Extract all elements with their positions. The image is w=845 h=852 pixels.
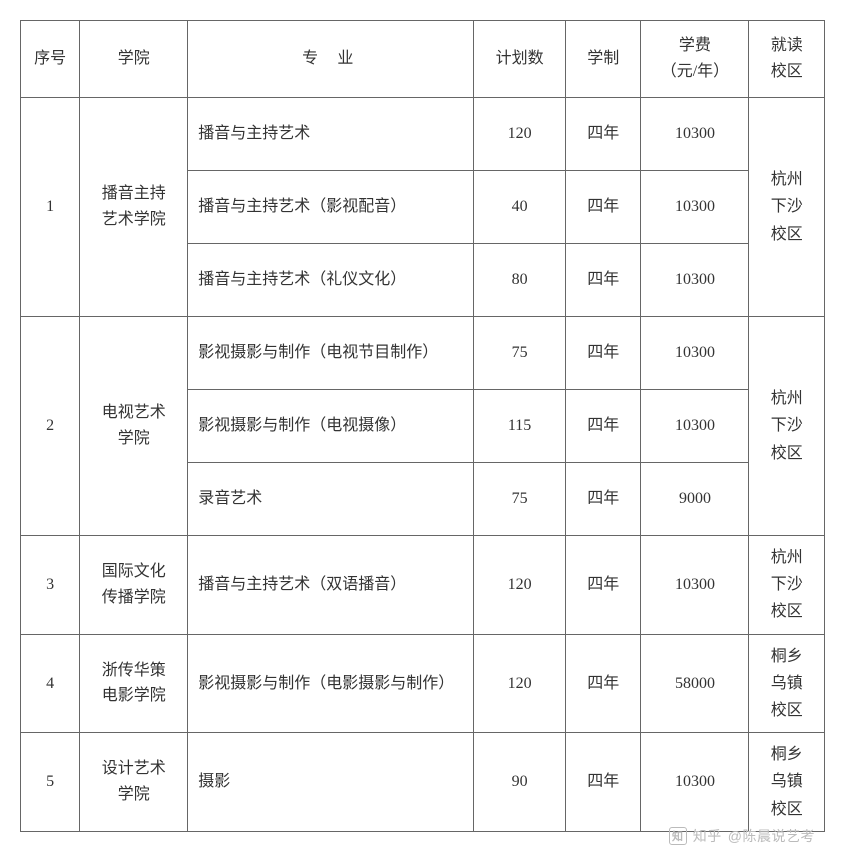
header-fee-l2: （元/年）	[661, 63, 729, 80]
cell-fee: 10300	[641, 536, 749, 635]
campus-line: 杭州	[771, 171, 803, 188]
cell-index: 1	[21, 98, 80, 317]
cell-major: 播音与主持艺术（双语播音）	[188, 536, 474, 635]
campus-line: 乌镇	[771, 675, 803, 692]
cell-fee: 10300	[641, 171, 749, 244]
school-line: 播音主持	[102, 185, 166, 202]
cell-major: 录音艺术	[188, 463, 474, 536]
cell-plan: 120	[474, 634, 566, 733]
cell-plan: 120	[474, 536, 566, 635]
table-row: 5 设计艺术 学院 摄影 90 四年 10300 桐乡 乌镇 校区	[21, 733, 825, 832]
header-plan: 计划数	[474, 21, 566, 98]
table-row: 4 浙传华策 电影学院 影视摄影与制作（电影摄影与制作） 120 四年 5800…	[21, 634, 825, 733]
cell-years: 四年	[565, 317, 641, 390]
cell-index: 3	[21, 536, 80, 635]
cell-fee: 10300	[641, 244, 749, 317]
watermark-brand: 知乎	[693, 826, 722, 846]
zhihu-icon: 知	[669, 827, 687, 845]
cell-campus: 杭州 下沙 校区	[749, 536, 825, 635]
cell-school: 设计艺术 学院	[80, 733, 188, 832]
cell-school: 浙传华策 电影学院	[80, 634, 188, 733]
header-fee: 学费 （元/年）	[641, 21, 749, 98]
cell-campus: 杭州 下沙 校区	[749, 98, 825, 317]
header-index: 序号	[21, 21, 80, 98]
cell-plan: 75	[474, 463, 566, 536]
campus-line: 下沙	[771, 198, 803, 215]
cell-plan: 80	[474, 244, 566, 317]
campus-line: 校区	[771, 445, 803, 462]
campus-line: 下沙	[771, 417, 803, 434]
cell-school: 国际文化 传播学院	[80, 536, 188, 635]
cell-index: 2	[21, 317, 80, 536]
cell-major: 影视摄影与制作（电视摄像）	[188, 390, 474, 463]
cell-years: 四年	[565, 98, 641, 171]
cell-campus: 杭州 下沙 校区	[749, 317, 825, 536]
school-line: 艺术学院	[102, 211, 166, 228]
cell-years: 四年	[565, 733, 641, 832]
campus-line: 桐乡	[771, 746, 803, 763]
cell-plan: 120	[474, 98, 566, 171]
cell-school: 电视艺术 学院	[80, 317, 188, 536]
campus-line: 校区	[771, 603, 803, 620]
admissions-table: 序号 学院 专业 计划数 学制 学费 （元/年） 就读 校区 1 播音主持 艺术…	[20, 20, 825, 832]
cell-years: 四年	[565, 171, 641, 244]
header-campus-l2: 校区	[771, 63, 803, 80]
cell-fee: 9000	[641, 463, 749, 536]
school-line: 浙传华策	[102, 662, 166, 679]
cell-years: 四年	[565, 634, 641, 733]
cell-fee: 10300	[641, 390, 749, 463]
school-line: 学院	[118, 430, 150, 447]
cell-plan: 115	[474, 390, 566, 463]
cell-years: 四年	[565, 390, 641, 463]
cell-major: 播音与主持艺术（礼仪文化）	[188, 244, 474, 317]
watermark: 知 知乎 @陈晨说艺考	[669, 826, 815, 846]
campus-line: 桐乡	[771, 648, 803, 665]
cell-plan: 90	[474, 733, 566, 832]
cell-years: 四年	[565, 244, 641, 317]
header-fee-l1: 学费	[679, 37, 711, 54]
cell-major: 影视摄影与制作（电视节目制作）	[188, 317, 474, 390]
cell-campus: 桐乡 乌镇 校区	[749, 733, 825, 832]
cell-fee: 10300	[641, 317, 749, 390]
cell-campus: 桐乡 乌镇 校区	[749, 634, 825, 733]
school-line: 电视艺术	[102, 404, 166, 421]
cell-years: 四年	[565, 536, 641, 635]
cell-fee: 10300	[641, 98, 749, 171]
cell-plan: 75	[474, 317, 566, 390]
table-row: 1 播音主持 艺术学院 播音与主持艺术 120 四年 10300 杭州 下沙 校…	[21, 98, 825, 171]
table-header-row: 序号 学院 专业 计划数 学制 学费 （元/年） 就读 校区	[21, 21, 825, 98]
campus-line: 校区	[771, 801, 803, 818]
header-campus: 就读 校区	[749, 21, 825, 98]
cell-fee: 10300	[641, 733, 749, 832]
header-years: 学制	[565, 21, 641, 98]
cell-major: 摄影	[188, 733, 474, 832]
school-line: 电影学院	[102, 687, 166, 704]
table-row: 3 国际文化 传播学院 播音与主持艺术（双语播音） 120 四年 10300 杭…	[21, 536, 825, 635]
cell-fee: 58000	[641, 634, 749, 733]
cell-plan: 40	[474, 171, 566, 244]
cell-major: 影视摄影与制作（电影摄影与制作）	[188, 634, 474, 733]
campus-line: 校区	[771, 702, 803, 719]
watermark-author: @陈晨说艺考	[728, 826, 815, 846]
school-line: 传播学院	[102, 589, 166, 606]
table-row: 2 电视艺术 学院 影视摄影与制作（电视节目制作） 75 四年 10300 杭州…	[21, 317, 825, 390]
campus-line: 杭州	[771, 390, 803, 407]
campus-line: 校区	[771, 226, 803, 243]
school-line: 学院	[118, 786, 150, 803]
school-line: 设计艺术	[102, 760, 166, 777]
cell-index: 4	[21, 634, 80, 733]
header-school: 学院	[80, 21, 188, 98]
campus-line: 杭州	[771, 549, 803, 566]
cell-major: 播音与主持艺术（影视配音）	[188, 171, 474, 244]
campus-line: 乌镇	[771, 773, 803, 790]
header-campus-l1: 就读	[771, 37, 803, 54]
cell-index: 5	[21, 733, 80, 832]
header-major: 专业	[188, 21, 474, 98]
campus-line: 下沙	[771, 576, 803, 593]
cell-major: 播音与主持艺术	[188, 98, 474, 171]
cell-years: 四年	[565, 463, 641, 536]
cell-school: 播音主持 艺术学院	[80, 98, 188, 317]
school-line: 国际文化	[102, 563, 166, 580]
